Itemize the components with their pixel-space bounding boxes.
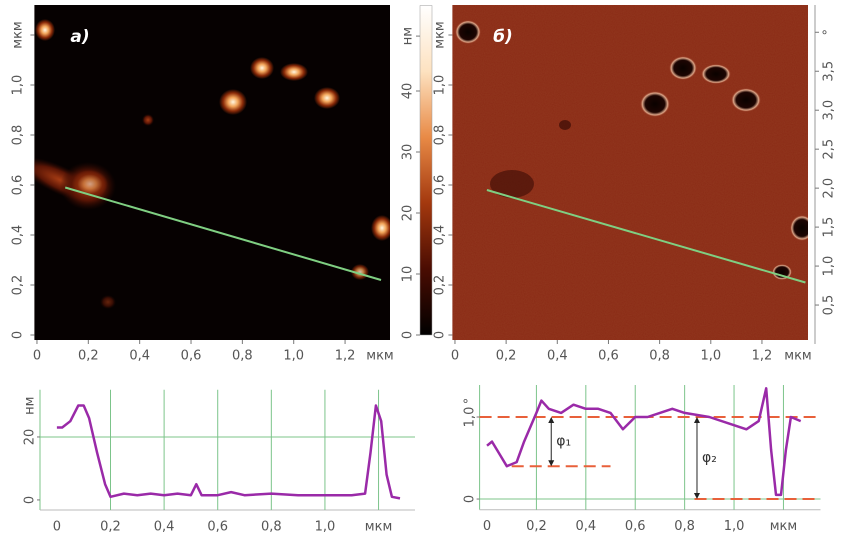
panel-label: а) [70,27,89,47]
x-tick-label: 1,2 [335,349,356,364]
colorbar-tick-label: 20 [401,205,416,222]
x-tick-label: 0,4 [547,349,568,364]
x-tick-label: 0,2 [526,519,547,534]
x-tick-label: 1,2 [752,349,773,364]
x-tick-label: 0 [451,349,459,364]
x-tick-label: 0,4 [154,520,175,535]
y2-tick-label: 2,5 [822,139,837,160]
y2-tick-label: 0,5 [822,295,837,316]
y-tick-label: 0,2 [11,275,26,296]
y-tick-label: 0,4 [11,225,26,246]
colorbar-tick-label: 0 [401,331,416,339]
arrow-label: φ₁ [556,434,571,450]
feature [100,295,116,309]
y-tick-label: 0,4 [433,225,448,246]
x-tick-label: 0,6 [207,520,228,535]
x-axis-label: мкм [366,349,393,364]
y-tick-label: 0 [23,496,38,504]
x-tick-label: 0,8 [674,519,695,534]
x-tick-label: 0,8 [232,349,253,364]
x-tick-label: 0,8 [261,520,282,535]
x-tick-label: 0,8 [649,349,670,364]
y-tick-label: 0,6 [11,175,26,196]
y2-tick-label: 1,5 [822,217,837,238]
feature [35,19,55,41]
y2-tick-label: ° [822,29,837,36]
y-tick-label: 0 [433,331,448,339]
feature [640,91,670,117]
x-tick-label: 0,4 [575,519,596,534]
arrow-label: φ₂ [702,450,717,466]
figure: 0 0,2 0,4 0,6 0,8 1,0 1,2 мкм 0 0,2 0,4 0,6 0,8 1,0 мк… [0,0,842,538]
y2-tick-label: 3,0 [822,100,837,121]
x-tick-label: 0,4 [129,349,150,364]
feature [219,89,247,115]
image-features [452,5,814,340]
y2-tick-label: 1,0 [822,256,837,277]
y-tick-label: 0,6 [433,175,448,196]
y-axis-label: ° [463,398,478,405]
y-tick-label: мкм [433,21,448,48]
y-tick-label: 0,8 [433,125,448,146]
y-tick-label: мкм [11,21,26,48]
x-tick-label: 0 [483,519,491,534]
colorbar-tick-label: 40 [401,83,416,100]
x-tick-label: 1,0 [724,519,745,534]
x-axis-label: мкм [784,349,811,364]
x-tick-label: 0,2 [100,520,121,535]
y-tick-label: 1,0 [11,75,26,96]
x-tick-label: мкм [365,520,392,535]
x-tick-label: 1,0 [700,349,721,364]
colorbar-tick-label: 30 [401,144,416,161]
profile-curve [487,388,801,495]
feature [314,87,340,109]
feature [250,57,274,79]
y-tick-label: 0,8 [11,125,26,146]
x-tick-label: 0,2 [496,349,517,364]
y2-tick-label: 2,0 [822,178,837,199]
y-axis-label: нм [23,397,38,415]
y-tick-label: 0 [463,495,478,503]
y-tick-label: 20 [23,429,38,446]
feature [669,56,697,80]
feature [371,215,393,241]
x-tick-label: 0,6 [625,519,646,534]
y2-tick-label: 3,5 [822,61,837,82]
x-tick-label: 1,0 [283,349,304,364]
y-tick-label: 0 [11,331,26,339]
feature [455,20,481,44]
colorbar [420,6,432,335]
x-tick-label: 0,2 [78,349,99,364]
feature [731,88,761,112]
x-tick-label: 0,6 [181,349,202,364]
colorbar-tick-label: 10 [401,266,416,283]
feature [790,215,814,241]
y-tick-label: 0,2 [433,275,448,296]
panel-label: б) [493,27,513,47]
feature [559,120,571,130]
x-tick-label: мкм [770,519,797,534]
y-tick-label: 1,0 [463,407,478,428]
y-tick-label: 1,0 [433,75,448,96]
x-tick-label: 0 [53,520,61,535]
x-tick-label: 0 [33,349,41,364]
x-tick-label: 1,0 [315,520,336,535]
feature [280,63,308,81]
feature [701,64,731,84]
x-tick-label: 0,6 [598,349,619,364]
feature [142,114,154,126]
colorbar-tick-label: нм [401,27,416,45]
profile-curve [57,406,400,499]
